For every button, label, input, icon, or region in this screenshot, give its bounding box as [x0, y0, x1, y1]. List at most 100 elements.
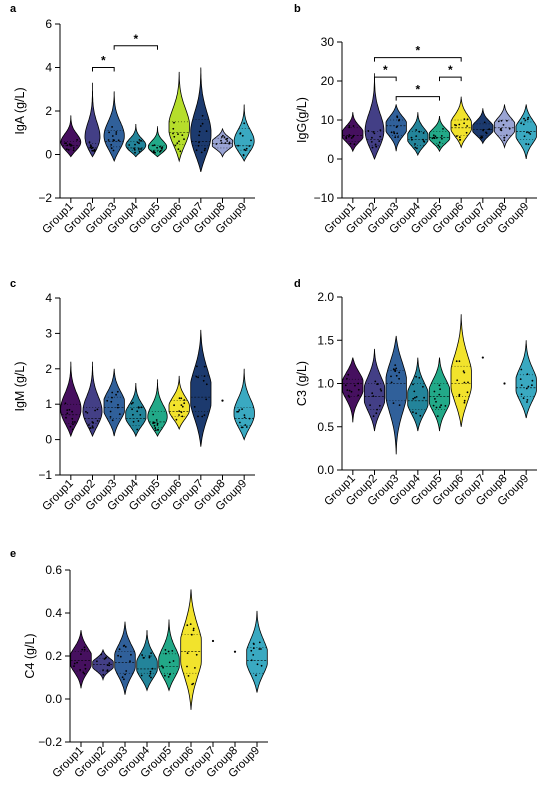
data-point [440, 404, 442, 407]
data-point [111, 126, 113, 128]
panel-e: e−0.20.00.20.40.6C4 (g/L)Group1Group2Gro… [10, 548, 268, 780]
data-point [350, 137, 353, 139]
violin [70, 630, 92, 689]
data-point [393, 132, 396, 135]
data-point [202, 379, 205, 382]
data-point [347, 373, 350, 376]
data-point [168, 661, 171, 664]
data-point [96, 660, 98, 663]
data-point [250, 649, 253, 652]
data-point [520, 393, 523, 396]
data-point [118, 648, 121, 651]
panel-letter: a [10, 3, 17, 15]
data-point [183, 402, 186, 405]
data-point [194, 667, 196, 669]
y-tick-label: 6 [45, 17, 52, 31]
y-axis-title: C3 (g/L) [295, 361, 309, 406]
data-point [434, 398, 436, 400]
data-point [245, 426, 248, 428]
data-point [76, 139, 78, 141]
data-point [441, 137, 443, 140]
data-point [220, 142, 223, 144]
data-point [395, 126, 398, 128]
data-point [506, 119, 508, 122]
data-point [130, 402, 133, 405]
data-point [192, 629, 195, 632]
data-point [482, 129, 484, 132]
data-point [228, 141, 231, 144]
data-point [242, 154, 245, 157]
data-point [394, 364, 397, 366]
data-point [148, 656, 151, 659]
data-point [137, 406, 140, 408]
data-point [69, 425, 72, 428]
data-point [423, 141, 426, 143]
data-point [164, 649, 167, 651]
data-point [347, 394, 350, 397]
data-point [526, 131, 528, 134]
panel-letter: e [10, 548, 16, 560]
violin [168, 71, 190, 163]
data-point [423, 396, 425, 399]
data-point [203, 375, 206, 377]
data-point [435, 406, 438, 409]
violin [363, 348, 386, 432]
data-point [108, 131, 110, 134]
single-point [233, 650, 237, 653]
data-point [179, 150, 182, 153]
data-point [196, 365, 198, 368]
y-axis-title: IgM (g/L) [13, 361, 27, 411]
violin [211, 128, 234, 158]
violin [407, 112, 429, 157]
data-point [414, 146, 417, 149]
data-point [238, 409, 241, 411]
y-tick-label: 2 [45, 362, 52, 376]
data-point [376, 408, 378, 411]
data-point [372, 131, 375, 133]
data-point [112, 139, 115, 141]
data-point [418, 130, 421, 133]
data-point [458, 395, 461, 397]
data-point [123, 678, 125, 681]
data-point [82, 671, 85, 674]
data-point [197, 144, 200, 147]
violin [342, 112, 364, 153]
violin [407, 357, 429, 432]
data-point [162, 666, 165, 669]
data-point [187, 675, 190, 677]
data-point [466, 118, 469, 121]
data-point [434, 135, 437, 138]
data-point [253, 643, 255, 645]
data-point [252, 647, 255, 650]
data-point [205, 398, 208, 401]
data-point [71, 421, 74, 423]
data-point [129, 660, 131, 663]
data-point [91, 149, 94, 152]
data-point [527, 385, 530, 388]
data-point [111, 396, 113, 399]
data-point [463, 122, 465, 125]
data-point [83, 646, 86, 649]
data-point [422, 132, 425, 134]
data-point [525, 143, 527, 145]
data-point [466, 125, 468, 127]
data-point [240, 426, 243, 429]
data-point [225, 138, 228, 141]
y-tick-label: −2 [38, 191, 52, 205]
data-point [201, 415, 204, 418]
data-point [519, 378, 522, 380]
data-point [520, 122, 522, 125]
data-point [203, 149, 206, 152]
data-point [181, 134, 184, 137]
data-point [456, 379, 459, 382]
y-tick-label: −10 [314, 191, 335, 205]
data-point [174, 144, 177, 147]
data-point [371, 136, 373, 139]
data-point [133, 148, 136, 151]
data-point [220, 139, 222, 142]
data-point [157, 429, 159, 431]
violin [125, 382, 147, 438]
data-point [169, 673, 171, 676]
data-point [439, 388, 441, 391]
data-point [357, 388, 360, 391]
